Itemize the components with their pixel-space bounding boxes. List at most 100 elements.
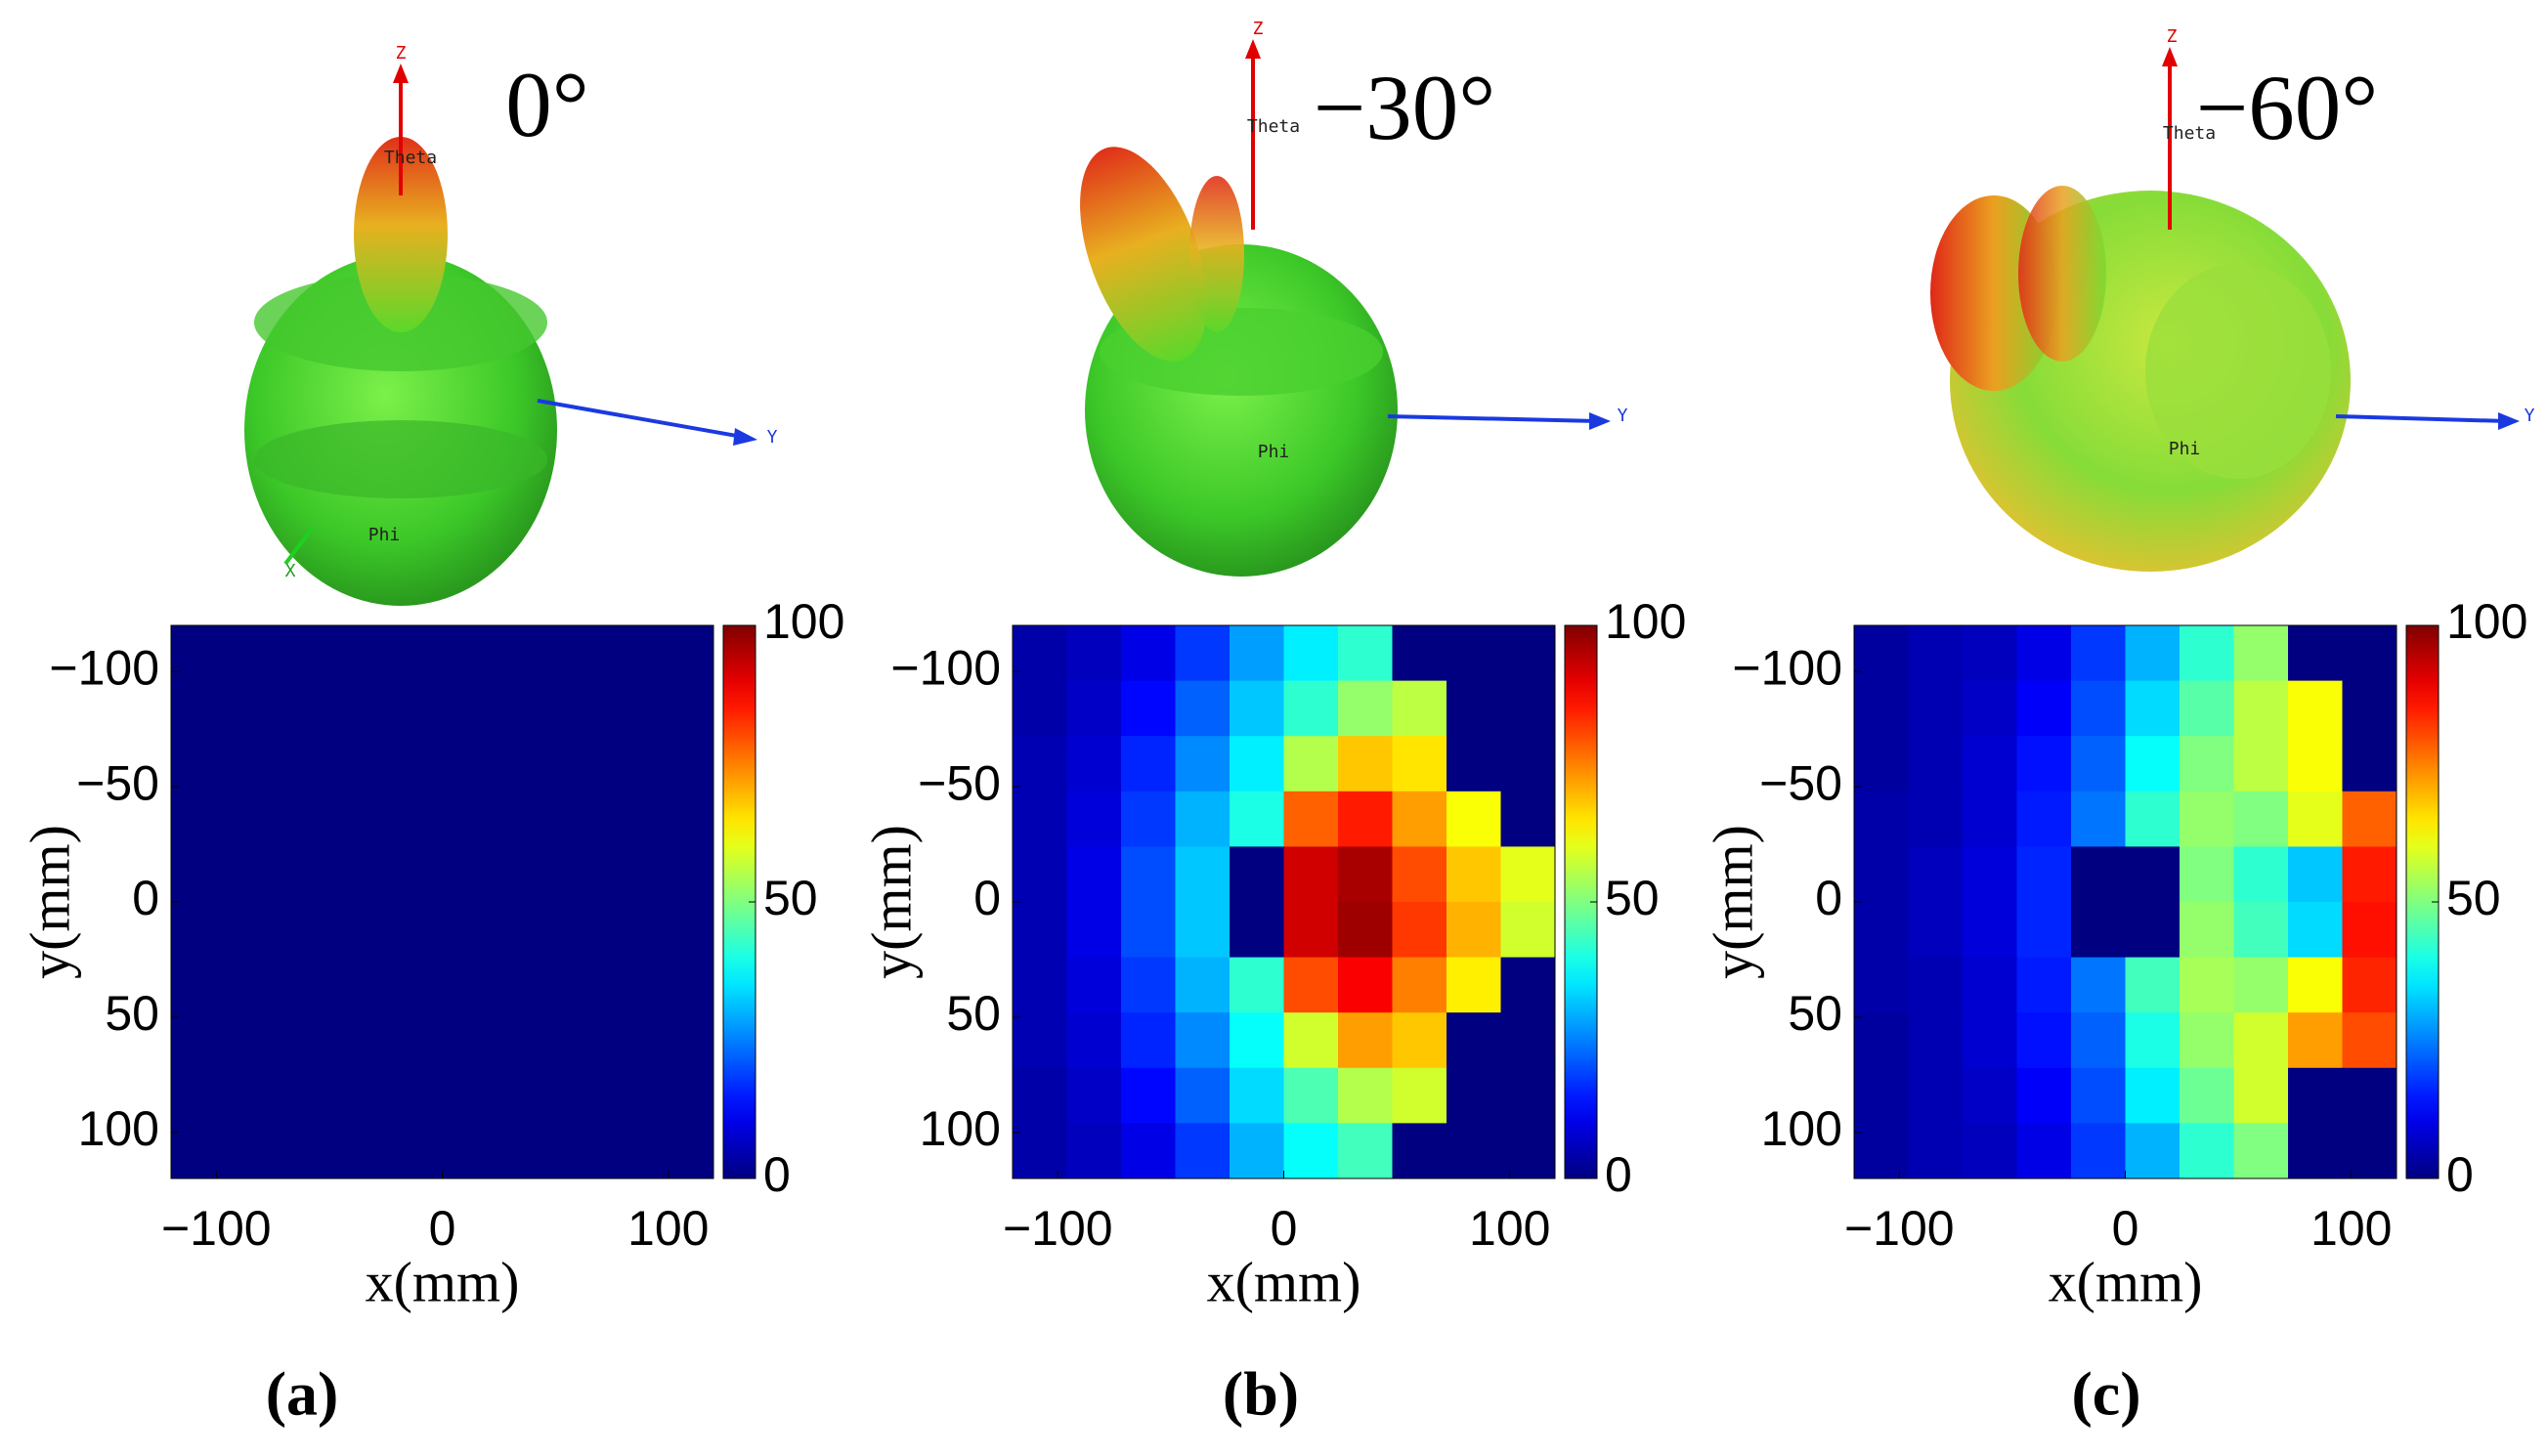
heatmap-cell bbox=[1392, 846, 1447, 903]
heatmap-cell bbox=[442, 1067, 497, 1124]
heatmap-cell bbox=[333, 846, 389, 903]
heatmap-cell bbox=[2071, 625, 2126, 682]
heatmap-cell bbox=[550, 957, 606, 1013]
heatmap-cell bbox=[1447, 1012, 1501, 1069]
heatmap-cell bbox=[1392, 957, 1447, 1013]
heatmap-cell bbox=[1338, 625, 1393, 682]
heatmap-cell bbox=[2180, 846, 2234, 903]
heatmap-cell bbox=[2342, 736, 2397, 792]
x-tick-label: −100 bbox=[161, 1201, 272, 1256]
heatmap-cell bbox=[1121, 680, 1176, 737]
heatmap-cell bbox=[2125, 736, 2181, 792]
heatmap-cell bbox=[2016, 957, 2072, 1013]
heatmap-cell bbox=[1121, 736, 1176, 792]
colorbar-tick-label: 0 bbox=[1605, 1147, 1632, 1202]
heatmap-cell bbox=[2071, 1012, 2126, 1069]
heatmap-cell bbox=[280, 625, 334, 682]
heatmap-cell bbox=[1283, 1123, 1339, 1179]
heatmap-cell bbox=[2125, 680, 2181, 737]
y-tick-label: −50 bbox=[918, 755, 1001, 810]
heatmap-cell bbox=[2016, 1123, 2072, 1179]
heatmap-cell bbox=[2233, 736, 2289, 792]
x-axis-label: x(mm) bbox=[366, 1250, 520, 1313]
heatmap-cell bbox=[1908, 957, 1964, 1013]
heatmap-cell bbox=[1908, 902, 1964, 959]
heatmap-cell bbox=[1013, 736, 1067, 792]
heatmap-cell bbox=[2180, 1067, 2234, 1124]
heatmap-cell bbox=[497, 680, 551, 737]
colorbar-tick-label: 0 bbox=[763, 1147, 791, 1202]
pattern-axis-label: Z bbox=[2167, 26, 2178, 47]
heatmap-cell bbox=[1175, 1123, 1231, 1179]
heatmap-cell bbox=[1175, 957, 1231, 1013]
heatmap-cell bbox=[171, 1067, 226, 1124]
heatmap-cell bbox=[1175, 1012, 1231, 1069]
heatmap-cell bbox=[225, 1012, 281, 1069]
heatmap-cell bbox=[659, 1123, 714, 1179]
heatmap-cell bbox=[1963, 736, 2017, 792]
heatmap-cell bbox=[2180, 1012, 2234, 1069]
heatmap-cell bbox=[2288, 680, 2343, 737]
heatmap-cell bbox=[1854, 957, 1909, 1013]
x-tick-label: 0 bbox=[429, 1201, 456, 1256]
heatmap-cell bbox=[1121, 846, 1176, 903]
heatmap-cell bbox=[659, 846, 714, 903]
heatmap-cell bbox=[171, 625, 226, 682]
heatmap-cell bbox=[225, 680, 281, 737]
pattern-axis-label: Theta bbox=[2163, 123, 2216, 144]
heatmap-cell bbox=[1338, 1012, 1393, 1069]
heatmap-cell bbox=[2071, 957, 2126, 1013]
heatmap-cell bbox=[333, 1123, 389, 1179]
heatmap-cell bbox=[1121, 957, 1176, 1013]
heatmap-cell bbox=[497, 736, 551, 792]
heatmap-cell bbox=[1854, 680, 1909, 737]
heatmap-cell bbox=[333, 1012, 389, 1069]
y-tick-label: −100 bbox=[1732, 640, 1842, 695]
heatmap-cell bbox=[1908, 680, 1964, 737]
y-tick-label: 0 bbox=[1815, 871, 1842, 925]
pattern-axis-label: Z bbox=[1253, 19, 1264, 39]
heatmap-cell bbox=[1230, 625, 1284, 682]
heatmap-cell bbox=[1392, 1012, 1447, 1069]
heatmap-cell bbox=[280, 846, 334, 903]
heatmap-cell bbox=[1854, 846, 1909, 903]
heatmap-cell bbox=[2288, 1067, 2343, 1124]
heatmap-cell bbox=[225, 902, 281, 959]
heatmap-cell bbox=[1854, 902, 1909, 959]
heatmap-cell bbox=[497, 846, 551, 903]
heatmap-cell bbox=[1283, 1012, 1339, 1069]
heatmap-cell bbox=[1500, 1067, 1556, 1124]
heatmap-cell bbox=[1121, 1012, 1176, 1069]
colorbar-tick-label: 100 bbox=[1605, 594, 1686, 649]
heatmap-cell bbox=[280, 791, 334, 847]
heatmap-cell bbox=[1066, 1123, 1122, 1179]
heatmap-cell bbox=[1066, 1012, 1122, 1069]
x-tick-label: −100 bbox=[1003, 1201, 1113, 1256]
colorbar-tick-label: 50 bbox=[763, 871, 818, 925]
y-tick-label: 0 bbox=[973, 871, 1001, 925]
heatmap-cell bbox=[280, 1067, 334, 1124]
heatmap-cell bbox=[550, 625, 606, 682]
heatmap-cell bbox=[1121, 902, 1176, 959]
heatmap-cell bbox=[2125, 957, 2181, 1013]
heatmap-cell bbox=[659, 736, 714, 792]
heatmap-cell bbox=[280, 1123, 334, 1179]
colorbar-tick-label: 100 bbox=[2446, 594, 2527, 649]
heatmap-cell bbox=[1013, 957, 1067, 1013]
heatmap-cell bbox=[659, 1012, 714, 1069]
heatmap-cell bbox=[1175, 736, 1231, 792]
heatmap-cell bbox=[280, 1012, 334, 1069]
heatmap-cell bbox=[171, 1123, 226, 1179]
heatmap-cell bbox=[1500, 625, 1556, 682]
x-tick-label: 100 bbox=[1469, 1201, 1550, 1256]
heatmap-cell bbox=[1121, 1123, 1176, 1179]
heatmap-cell bbox=[2342, 680, 2397, 737]
heatmap-cell bbox=[1447, 957, 1501, 1013]
heatmap-cell bbox=[1230, 736, 1284, 792]
heatmap-cell bbox=[1283, 625, 1339, 682]
heatmap-cell bbox=[497, 1123, 551, 1179]
x-axis-label: x(mm) bbox=[1207, 1250, 1361, 1313]
heatmap-cell bbox=[1283, 736, 1339, 792]
heatmap-cell bbox=[2342, 791, 2397, 847]
heatmap-cell bbox=[1854, 625, 1909, 682]
